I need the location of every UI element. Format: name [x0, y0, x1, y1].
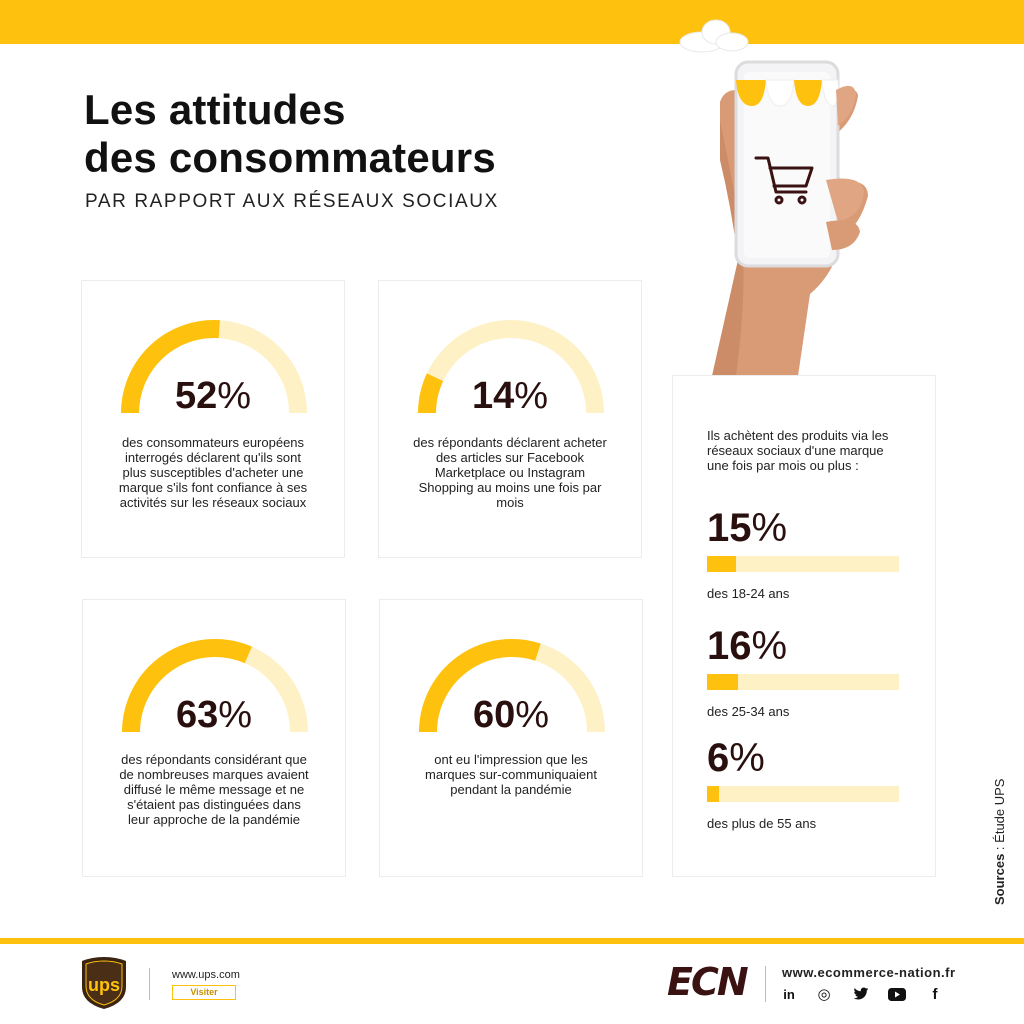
age-row-25-34: 16% des 25-34 ans	[707, 624, 899, 719]
stat-card-4: 60% ont eu l'impression que les marques …	[379, 599, 643, 877]
youtube-icon[interactable]	[888, 985, 906, 1003]
gauge-fill-1	[121, 320, 220, 414]
stat-card-1: 52% des consommateurs européens interrog…	[81, 280, 345, 558]
age-row-55-plus: 6% des plus de 55 ans	[707, 736, 899, 831]
gauge-fill-3	[122, 639, 252, 733]
gauge-fill-2	[418, 373, 444, 414]
age-label-25-34: des 25-34 ans	[707, 704, 790, 719]
age-breakdown-card: Ils achètent des produits via les réseau…	[672, 375, 936, 877]
ups-url[interactable]: www.ups.com	[172, 969, 240, 981]
stat-value-2: 14%	[471, 375, 549, 417]
age-breakdown-intro: Ils achètent des produits via les réseau…	[707, 428, 889, 473]
title-line-2: des consommateurs	[84, 134, 496, 181]
stat-value-4: 60%	[472, 694, 550, 736]
gauge-fill-4	[419, 639, 541, 733]
sources-note: Sources : Étude UPS	[992, 778, 1007, 905]
ecn-logo[interactable]: ECN	[667, 960, 749, 1004]
gauge-2	[418, 320, 604, 414]
cloud-icon	[679, 19, 749, 53]
age-bar-fill-55-plus	[707, 786, 719, 802]
age-row-18-24: 15% des 18-24 ans	[707, 506, 899, 601]
title-line-1: Les attitudes	[84, 86, 346, 133]
stat-card-2: 14% des répondants déclarent acheter des…	[378, 280, 642, 558]
gauge-1	[121, 320, 307, 414]
stat-value-3: 63%	[175, 694, 253, 736]
instagram-icon[interactable]: ◎	[817, 986, 831, 1003]
footer-separator-ups	[149, 968, 150, 1000]
phone-hand-illustration	[679, 19, 868, 376]
footer-separator-ecn	[765, 966, 766, 1002]
age-bar-track-55-plus	[707, 786, 899, 802]
page-subtitle: PAR RAPPORT AUX RÉSEAUX SOCIAUX	[85, 191, 499, 212]
age-value-18-24: 15%	[707, 506, 788, 550]
gauge-4	[419, 639, 605, 733]
age-bar-track-25-34	[707, 674, 899, 690]
age-bar-fill-18-24	[707, 556, 736, 572]
svg-text:ups: ups	[88, 975, 120, 995]
facebook-icon[interactable]: f	[932, 985, 938, 1003]
ups-visit-button[interactable]: Visiter	[172, 985, 236, 1000]
stat-text-4: ont eu l'impression que les marques sur-…	[425, 752, 597, 797]
stat-text-1: des consommateurs européens interrogés d…	[118, 435, 308, 510]
age-bar-fill-25-34	[707, 674, 738, 690]
stat-text-2: des répondants déclarent acheter des art…	[413, 435, 607, 510]
linkedin-icon[interactable]: in	[783, 986, 795, 1002]
age-bar-track-18-24	[707, 556, 899, 572]
bottom-divider	[0, 938, 1024, 944]
top-band	[0, 0, 1024, 44]
shop-awning	[736, 79, 839, 107]
age-value-25-34: 16%	[707, 624, 788, 668]
age-label-55-plus: des plus de 55 ans	[707, 816, 817, 831]
gauge-track-2	[418, 320, 604, 414]
page-title: Les attitudes des consommateurs	[84, 86, 496, 182]
age-label-18-24: des 18-24 ans	[707, 586, 790, 601]
stat-text-3: des répondants considérant que de nombre…	[119, 752, 309, 827]
ecn-url[interactable]: www.ecommerce-nation.fr	[782, 965, 956, 980]
stat-value-1: 52%	[174, 375, 252, 417]
cart-icon	[754, 156, 814, 205]
stat-card-3: 63% des répondants considérant que de no…	[82, 599, 346, 877]
gauge-3	[122, 639, 308, 733]
ups-logo[interactable]: ups	[80, 955, 128, 1011]
twitter-icon[interactable]	[852, 985, 870, 1003]
age-value-55-plus: 6%	[707, 736, 765, 780]
